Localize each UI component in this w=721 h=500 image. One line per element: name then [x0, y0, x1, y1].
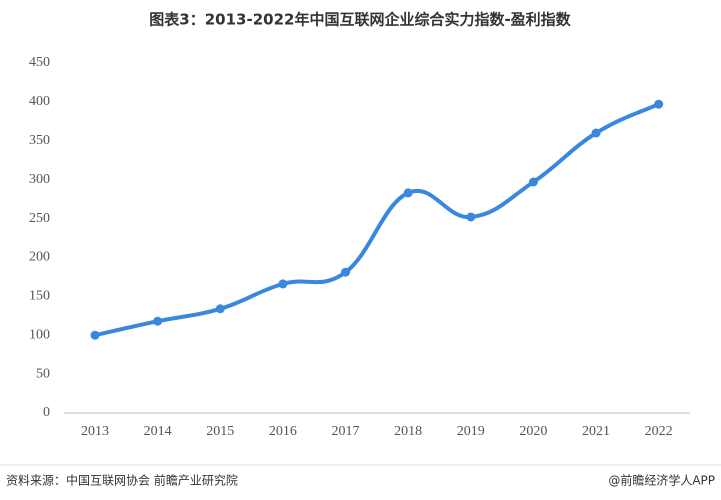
x-tick-label: 2019 [457, 424, 485, 439]
point [591, 128, 601, 138]
y-tick-label: 0 [43, 405, 50, 420]
point [278, 279, 288, 289]
x-tick-label: 2013 [81, 424, 109, 439]
y-tick-label: 250 [29, 211, 50, 226]
y-tick-label: 400 [29, 94, 50, 109]
x-tick-label: 2014 [144, 424, 172, 439]
point [654, 99, 664, 109]
y-tick-label: 350 [29, 133, 50, 148]
y-tick-label: 50 [36, 366, 50, 381]
source: 资料来源：中国互联网协会 前瞻产业研究院 [6, 473, 238, 488]
chart-title: 图表3：2013-2022年中国互联网企业综合实力指数-盈利指数 [149, 11, 571, 29]
y-tick-label: 200 [29, 250, 50, 265]
point [466, 212, 476, 222]
y-tick-label: 300 [29, 172, 50, 187]
point [90, 330, 100, 340]
point [528, 177, 538, 187]
line [93, 102, 661, 338]
y-tick-label: 100 [29, 327, 50, 342]
point [215, 304, 225, 314]
point [153, 316, 163, 326]
point [341, 267, 351, 277]
y-tick-label: 450 [29, 55, 50, 70]
credit: @前瞻经济学人APP [608, 473, 715, 488]
x-tick-label: 2018 [394, 424, 422, 439]
x-tick-label: 2015 [206, 424, 234, 439]
x-tick-label: 2021 [582, 424, 610, 439]
x-tick-label: 2022 [645, 424, 673, 439]
y-tick-label: 150 [29, 289, 50, 304]
point [403, 188, 413, 198]
x-tick-label: 2017 [332, 424, 360, 439]
x-tick-label: 2016 [269, 424, 297, 439]
x-tick-label: 2020 [519, 424, 547, 439]
